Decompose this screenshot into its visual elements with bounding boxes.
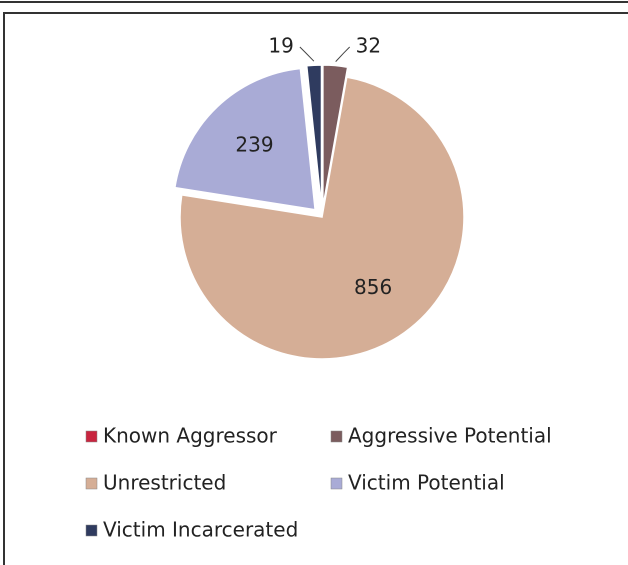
legend-label: Victim Potential — [348, 471, 505, 495]
legend-label: Unrestricted — [103, 471, 226, 495]
pie-slice — [173, 67, 316, 211]
data-label: 32 — [356, 34, 381, 58]
pie-slice — [179, 76, 465, 360]
data-label: 856 — [354, 275, 392, 299]
legend-swatch — [330, 477, 343, 490]
legend-swatch — [330, 430, 343, 443]
legend-label: Victim Incarcerated — [103, 518, 298, 542]
legend-swatch — [85, 524, 98, 537]
data-label: 19 — [268, 34, 293, 58]
legend-swatch — [85, 477, 98, 490]
data-label: 239 — [235, 132, 273, 156]
pie-slice — [305, 64, 323, 208]
legend-label: Aggressive Potential — [348, 424, 552, 448]
chart-frame — [3, 12, 628, 565]
legend: Known Aggressor Aggressive Potential Unres… — [85, 424, 552, 542]
leader-line — [299, 46, 315, 62]
pie-slice — [322, 64, 349, 208]
leader-line — [335, 46, 351, 62]
pie: 32 856 239 19 — [173, 34, 465, 360]
legend-label: Known Aggressor — [103, 424, 278, 448]
legend-swatch — [85, 430, 98, 443]
